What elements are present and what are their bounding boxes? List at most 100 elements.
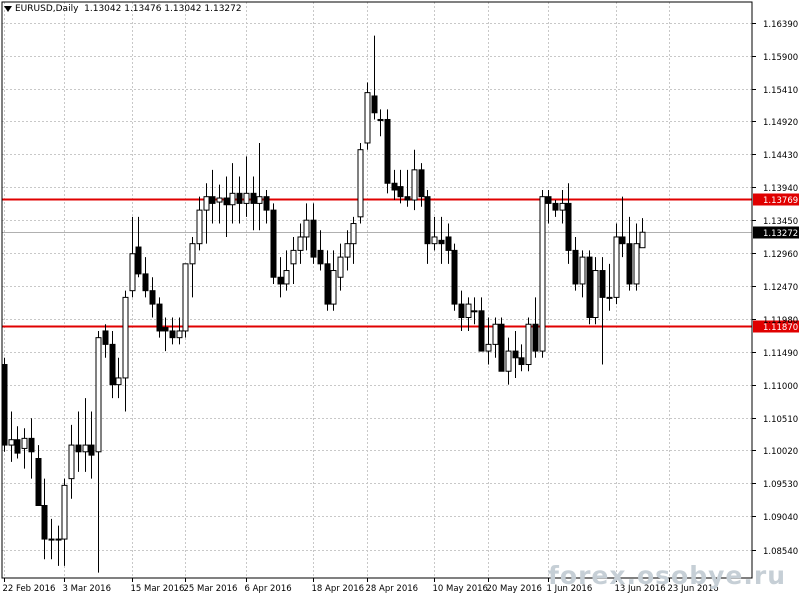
candle — [512, 330, 519, 378]
candle-body — [539, 196, 546, 352]
candle-body — [297, 236, 304, 251]
candle-body — [8, 439, 15, 446]
watermark: forex.osobye.ru — [548, 561, 786, 590]
candle — [135, 216, 142, 278]
candle-body — [310, 219, 317, 258]
candle — [424, 189, 431, 264]
candle-body — [572, 249, 579, 285]
candle-body — [471, 310, 478, 313]
candle — [55, 525, 62, 566]
candle-body — [357, 149, 364, 218]
candle-body — [14, 439, 21, 454]
candle — [95, 330, 102, 573]
y-tick-label: 1.10020 — [763, 447, 798, 457]
candle-body — [203, 196, 210, 211]
candle — [344, 230, 351, 271]
candle — [189, 236, 196, 298]
candle — [384, 109, 391, 194]
candle — [122, 290, 129, 412]
candle — [397, 169, 404, 204]
candle-body — [290, 249, 297, 265]
candle-body — [21, 437, 28, 449]
candle — [633, 223, 640, 291]
candle-body — [586, 256, 593, 319]
candle-body — [324, 263, 331, 305]
candle — [129, 216, 136, 298]
y-tick-label: 1.13450 — [763, 217, 798, 227]
candle-body — [492, 323, 499, 345]
candle-body — [559, 202, 566, 211]
candle — [364, 82, 371, 150]
candle-body — [250, 192, 257, 204]
candle-body — [626, 243, 633, 285]
candle-body — [525, 323, 532, 366]
candle-body — [371, 95, 378, 114]
candle-body — [41, 504, 48, 540]
candle-body — [1, 364, 8, 446]
candle — [35, 445, 42, 506]
candle — [250, 176, 257, 231]
candle — [411, 149, 418, 211]
candle-body — [61, 484, 68, 540]
candle — [391, 169, 398, 201]
candle-body — [613, 236, 620, 298]
candle-body — [55, 538, 62, 541]
level-lines: 1.13272 1.13769 1.11870 — [2, 193, 799, 333]
candle-body — [75, 444, 82, 453]
candle-body — [606, 296, 613, 299]
candle — [552, 200, 559, 217]
candle — [216, 184, 223, 224]
candle-body — [82, 444, 89, 453]
candle — [61, 478, 68, 566]
candle — [532, 297, 539, 358]
candle-body — [478, 310, 485, 352]
candle-body — [545, 196, 552, 204]
candle-body — [337, 256, 344, 278]
y-tick-label: 1.08540 — [763, 547, 798, 557]
candle — [142, 257, 149, 298]
candle — [498, 317, 505, 372]
dropdown-triangle-icon[interactable] — [4, 5, 12, 12]
candle — [579, 250, 586, 298]
candle-body — [122, 296, 129, 379]
candle — [149, 277, 156, 318]
candle-body — [256, 196, 263, 204]
candle — [471, 297, 478, 325]
ohlc-values: 1.13042 1.13476 1.13042 1.13272 — [84, 4, 242, 14]
level-label-bg — [753, 193, 799, 206]
candle — [41, 478, 48, 560]
candle — [236, 176, 243, 224]
candle-body — [303, 219, 310, 238]
candle — [277, 257, 284, 298]
candle — [492, 317, 499, 358]
candle-body — [505, 350, 512, 372]
candle — [82, 398, 89, 472]
x-tick-label: 23 Jun 2016 — [668, 584, 719, 594]
candle-body — [404, 196, 411, 201]
x-tick-label: 28 Apr 2016 — [366, 584, 419, 594]
candle-body — [465, 303, 472, 319]
candle — [263, 189, 270, 224]
candle — [209, 169, 216, 224]
y-tick-label: 1.14920 — [763, 118, 798, 128]
candle-body — [236, 192, 243, 204]
level-label: 1.13769 — [763, 196, 798, 206]
current-price-label: 1.13272 — [763, 229, 798, 239]
x-tick-label: 18 Apr 2016 — [312, 584, 365, 594]
chart-header: EURUSD,Daily 1.13042 1.13476 1.13042 1.1… — [4, 4, 242, 14]
x-tick-label: 22 Feb 2016 — [3, 584, 56, 594]
candle-body — [270, 209, 277, 278]
candle — [371, 35, 378, 120]
candle-body — [189, 243, 196, 265]
symbol-label: EURUSD,Daily — [15, 4, 79, 14]
candle-body — [411, 169, 418, 201]
candle — [102, 324, 109, 358]
candle-body — [142, 273, 149, 292]
candle — [182, 263, 189, 338]
x-tick-label: 10 May 2016 — [433, 584, 488, 594]
candle-body — [364, 92, 371, 144]
candle — [639, 218, 646, 249]
y-tick-label: 1.14430 — [763, 151, 798, 161]
y-tick-label: 1.10510 — [763, 415, 798, 425]
